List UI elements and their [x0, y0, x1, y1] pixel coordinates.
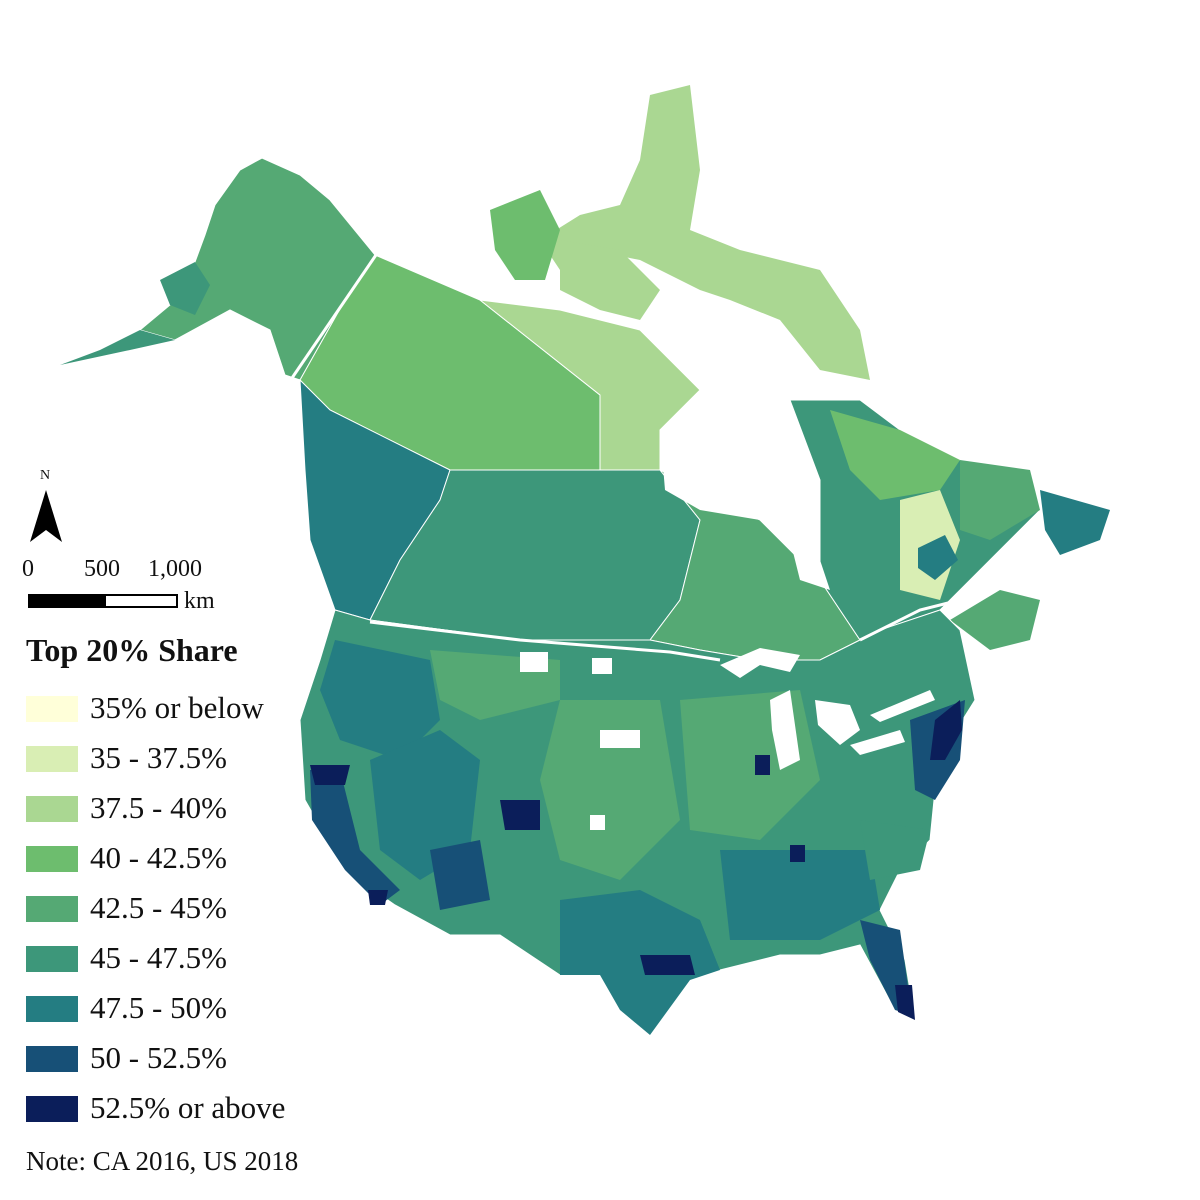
legend-item: 35 - 37.5%: [26, 740, 366, 790]
legend-swatch: [26, 996, 78, 1022]
legend-swatch: [26, 696, 78, 722]
region-us-chicago: [755, 755, 770, 775]
legend-swatch: [26, 946, 78, 972]
region-alaska: [138, 157, 376, 381]
legend-label: 37.5 - 40%: [90, 790, 227, 825]
region-us-carolinas: [860, 820, 930, 880]
region-quebec-north: [830, 410, 960, 500]
region-newfoundland: [1040, 490, 1110, 555]
region-us-atlanta: [790, 845, 805, 862]
legend-swatch: [26, 1046, 78, 1072]
region-us-california: [310, 770, 400, 905]
region-us-dakotas-white-2: [592, 658, 612, 674]
legend-label: 40 - 42.5%: [90, 840, 227, 875]
legend-label: 50 - 52.5%: [90, 1040, 227, 1075]
region-us-great-basin: [370, 730, 480, 880]
north-arrow-label: N: [40, 468, 51, 483]
legend-item: 42.5 - 45%: [26, 890, 366, 940]
great-lakes: [720, 648, 935, 770]
legend-item: 50 - 52.5%: [26, 1040, 366, 1090]
region-us-texas-metro: [640, 955, 695, 975]
region-us-texas: [560, 890, 720, 1035]
region-arctic-islands: [540, 85, 870, 380]
scale-tick-labels: 0 500 1,000: [20, 556, 240, 586]
border-us-canada: [369, 598, 961, 662]
region-us-nebraska-white: [600, 730, 640, 748]
legend-item: 40 - 42.5%: [26, 840, 366, 890]
legend-swatch: [26, 896, 78, 922]
note-text: Note: CA 2016, US 2018: [26, 1146, 299, 1176]
region-labrador: [960, 460, 1040, 540]
region-arctic-island-north: [560, 240, 660, 320]
region-alaska-southwest: [160, 262, 210, 315]
scale-tick-1000: 1,000: [148, 556, 202, 582]
legend-swatch: [26, 746, 78, 772]
legend: 35% or below 35 - 37.5% 37.5 - 40% 40 - …: [26, 690, 366, 1140]
legend-label: 52.5% or above: [90, 1090, 286, 1125]
region-us-plains: [540, 700, 680, 880]
legend-swatch: [26, 1096, 78, 1122]
region-us-colorado: [500, 800, 540, 830]
scale-bar: [28, 594, 178, 608]
region-alaska-peninsula: [60, 330, 175, 365]
region-us-la: [368, 890, 388, 905]
region-us-dakotas-white: [520, 652, 548, 672]
legend-swatch: [26, 796, 78, 822]
scale-unit: km: [184, 588, 215, 614]
north-arrow-icon: [30, 490, 62, 542]
hudson-bay: [660, 400, 830, 590]
legend-swatch: [26, 846, 78, 872]
region-us-northwest: [320, 640, 440, 760]
legend-label: 45 - 47.5%: [90, 940, 227, 975]
legend-item: 52.5% or above: [26, 1090, 366, 1140]
region-maritimes: [950, 590, 1040, 650]
region-us-arizona: [430, 840, 490, 910]
scale-tick-500: 500: [84, 556, 120, 582]
legend-label: 47.5 - 50%: [90, 990, 227, 1025]
legend-item: 47.5 - 50%: [26, 990, 366, 1040]
legend-label: 35% or below: [90, 690, 264, 725]
border-alaska-canada: [290, 251, 380, 379]
region-arctic-island-west: [490, 190, 560, 280]
region-quebec-city: [918, 535, 958, 580]
legend-label: 35 - 37.5%: [90, 740, 227, 775]
legend-title: Top 20% Share: [26, 632, 238, 668]
legend-item: 37.5 - 40%: [26, 790, 366, 840]
region-us-miami: [895, 985, 915, 1020]
region-us-bay-area: [310, 765, 350, 785]
scale-tick-0: 0: [22, 556, 34, 582]
legend-item: 35% or below: [26, 690, 366, 740]
region-us-kansas-white: [590, 815, 605, 830]
region-us-nyc-dc: [930, 700, 962, 760]
legend-item: 45 - 47.5%: [26, 940, 366, 990]
legend-label: 42.5 - 45%: [90, 890, 227, 925]
region-us-south: [720, 850, 880, 940]
